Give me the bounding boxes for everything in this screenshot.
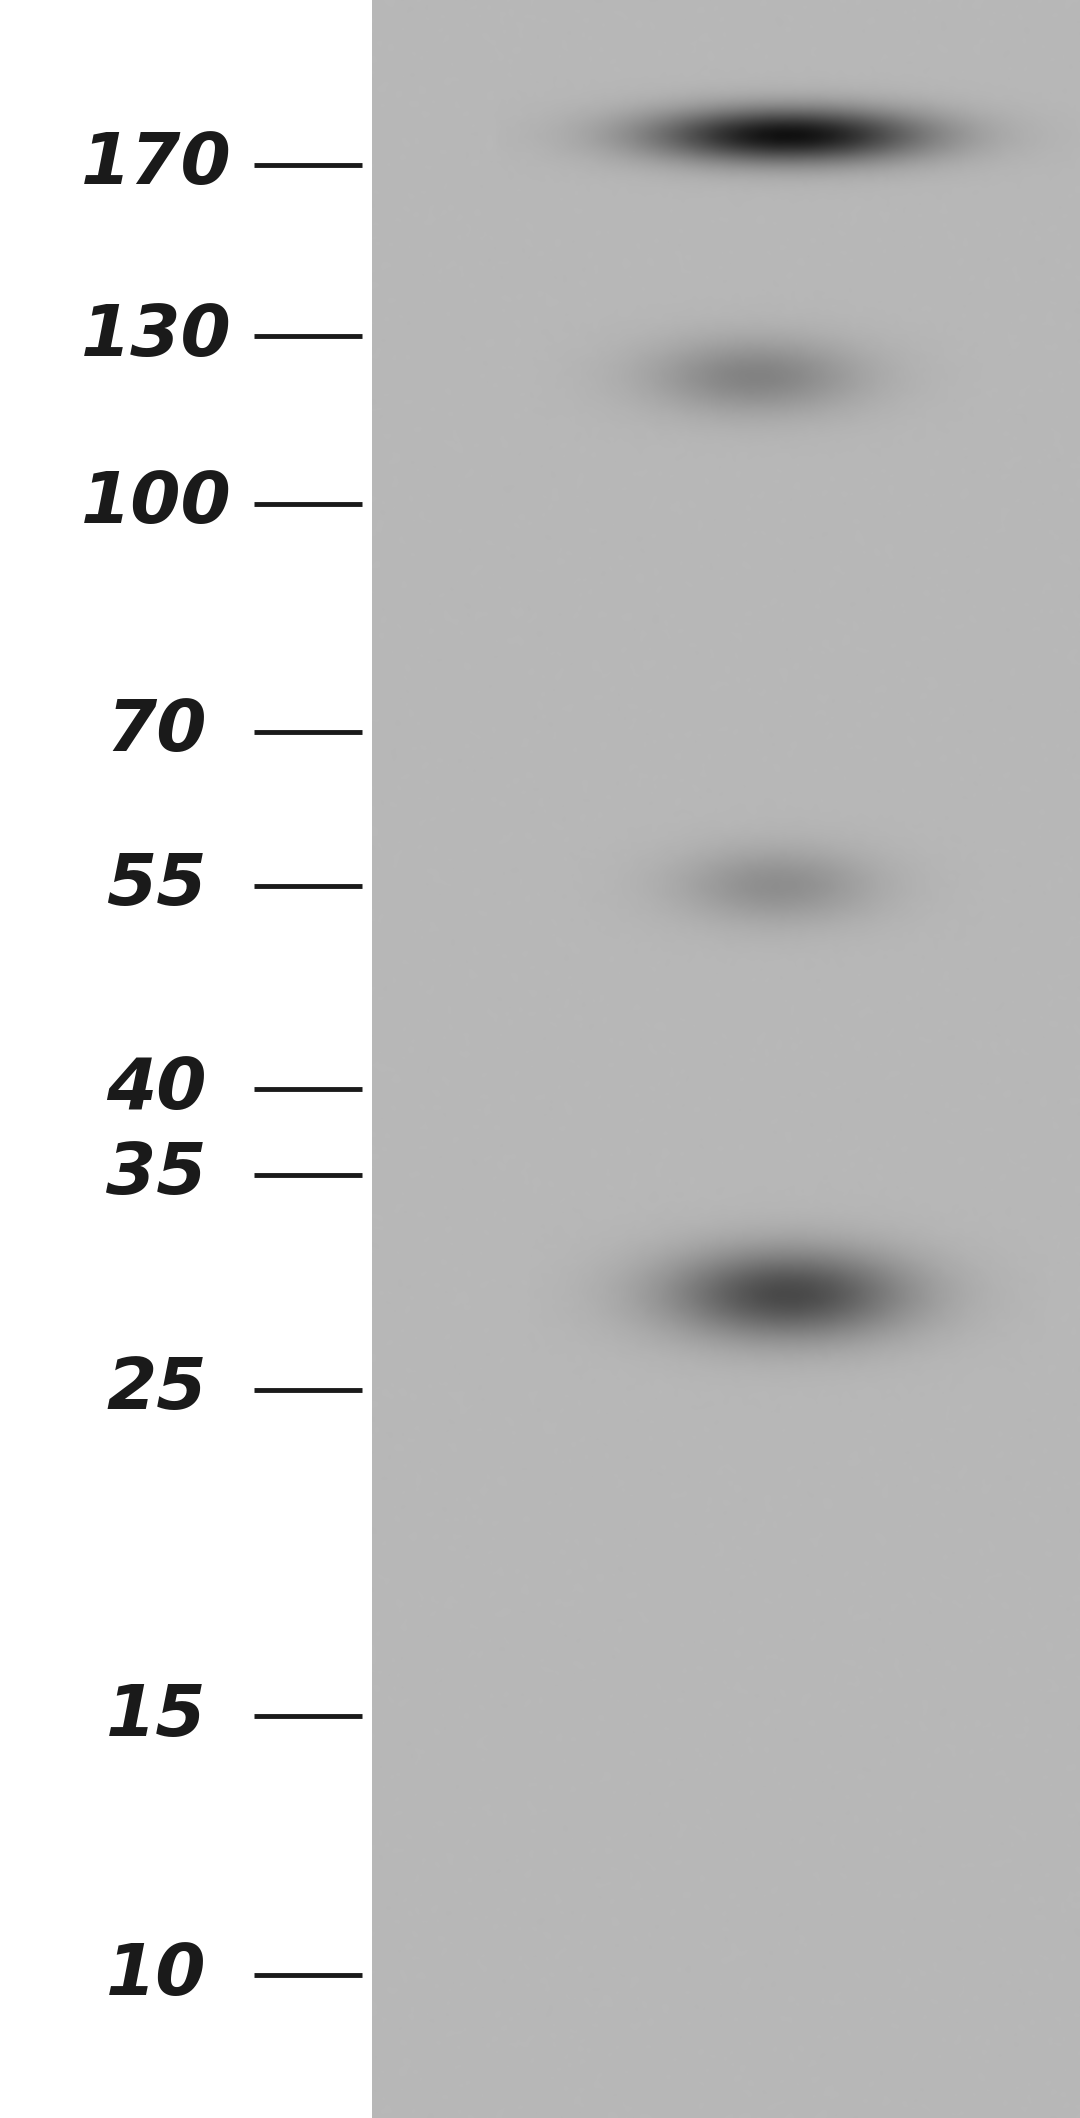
Text: 15: 15 xyxy=(106,1682,207,1752)
Text: 70: 70 xyxy=(106,697,207,767)
Text: 25: 25 xyxy=(106,1356,207,1423)
Text: 40: 40 xyxy=(106,1055,207,1125)
Text: 130: 130 xyxy=(81,301,232,371)
Text: 10: 10 xyxy=(106,1940,207,2010)
Text: 35: 35 xyxy=(106,1139,207,1209)
Text: 170: 170 xyxy=(81,131,232,199)
Text: 55: 55 xyxy=(106,851,207,921)
Text: 100: 100 xyxy=(81,470,232,538)
